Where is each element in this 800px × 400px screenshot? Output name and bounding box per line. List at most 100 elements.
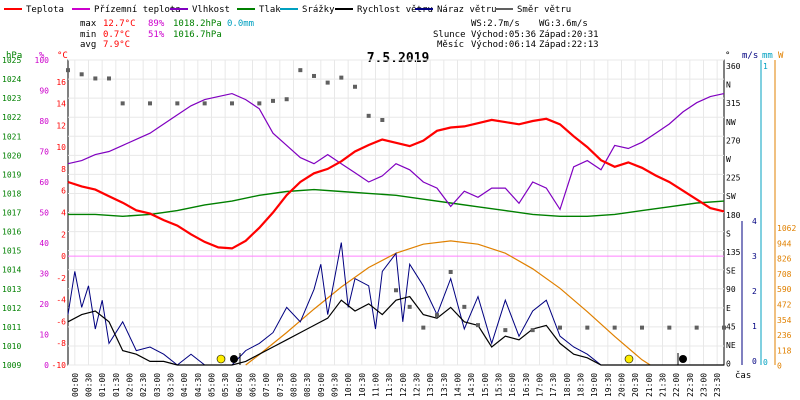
- x-tick: 00:00: [71, 373, 80, 397]
- unit-mm: mm: [762, 51, 773, 61]
- mm-tick: 0: [763, 358, 768, 367]
- ms-tick: 1: [752, 322, 757, 331]
- x-tick: 03:30: [167, 373, 176, 397]
- hpa-tick: 1021: [2, 132, 21, 141]
- stats-max-pres: 1018.2hPa: [173, 19, 222, 29]
- wind-dir-point: [558, 325, 562, 330]
- wind-dir-point: [462, 304, 467, 309]
- x-tick: 09:30: [331, 373, 340, 397]
- x-tick: 06:00: [235, 373, 244, 397]
- temp-tick: 0: [61, 252, 66, 261]
- temp-tick: 10: [56, 143, 66, 152]
- hpa-tick: 1024: [2, 75, 21, 84]
- x-tick: 17:00: [536, 373, 545, 397]
- info-moonrise: Východ:06:14: [471, 40, 536, 50]
- axes: 1025102410231022102110201019101810171016…: [2, 56, 796, 397]
- x-tick: 23:00: [700, 373, 709, 397]
- wind-dir-point: [530, 328, 535, 333]
- stats-max-rain: 0.0mm: [227, 19, 254, 29]
- x-tick: 12:30: [413, 373, 422, 397]
- wm2-tick: 826: [777, 255, 792, 264]
- ms-tick: 4: [752, 217, 757, 226]
- wm2-tick: 1062: [777, 224, 796, 233]
- hpa-tick: 1020: [2, 151, 21, 160]
- x-tick: 08:30: [303, 373, 312, 397]
- hpa-tick: 1023: [2, 94, 21, 103]
- x-tick: 07:30: [276, 373, 285, 397]
- ms-tick: 0: [752, 357, 757, 366]
- series-layer: [66, 68, 726, 366]
- stats-min-label: min: [80, 30, 96, 40]
- wm2-tick: 354: [777, 316, 792, 325]
- dir-tick: 180: [726, 211, 741, 220]
- series-line-temperature: [67, 117, 725, 250]
- hpa-tick: 1022: [2, 113, 21, 122]
- wind-dir-point: [298, 68, 303, 73]
- wm2-tick: 236: [777, 331, 792, 340]
- info-moonset: Západ:22:13: [539, 40, 599, 50]
- dir-tick: SW: [726, 192, 736, 201]
- temp-tick: -4: [56, 296, 66, 305]
- x-tick: 04:00: [180, 373, 189, 397]
- info-block: WS:2.7m/s WG:3.6m/s Slunce Východ:05:36 …: [433, 19, 599, 50]
- wind-dir-point: [476, 323, 480, 328]
- x-tick: 03:00: [153, 373, 162, 397]
- wind-dir-point: [667, 325, 672, 330]
- dir-tick: NW: [726, 118, 736, 127]
- dir-tick: N: [726, 81, 731, 90]
- x-tick: 12:00: [399, 373, 408, 397]
- pct-tick: 30: [39, 270, 49, 279]
- wm2-tick: 0: [777, 362, 782, 371]
- x-tick: 14:00: [454, 373, 463, 397]
- legend: Teplota Přízemní teplota Vlhkost Tlak Srážky…: [4, 5, 571, 15]
- wind-dir-point: [175, 101, 180, 106]
- dir-tick: S: [726, 229, 731, 238]
- series-line-wind-gust: [67, 242, 724, 366]
- temp-tick: -8: [56, 339, 66, 348]
- x-tick: 20:30: [631, 373, 640, 397]
- stats-max-label: max: [80, 19, 97, 29]
- x-tick: 01:30: [112, 373, 121, 397]
- dir-tick: SE: [726, 267, 736, 276]
- ms-tick: 3: [752, 252, 757, 261]
- x-tick: 18:30: [577, 373, 586, 397]
- x-tick: 01:00: [98, 373, 107, 397]
- stats-min-hum: 51%: [148, 30, 165, 40]
- wind-dir-point: [366, 113, 371, 118]
- stats-avg-label: avg: [80, 40, 96, 50]
- wm2-tick: 472: [777, 301, 792, 310]
- series-line-solar: [245, 240, 651, 366]
- temp-tick: 14: [56, 100, 66, 109]
- stats-min-temp: 0.7°C: [103, 30, 130, 40]
- wind-dir-point: [202, 101, 207, 106]
- unit-wm2: W: [778, 51, 784, 61]
- x-tick: 18:00: [563, 373, 572, 397]
- hpa-tick: 1009: [2, 361, 21, 370]
- wm2-tick: 944: [777, 239, 792, 248]
- pct-tick: 60: [39, 178, 49, 187]
- wind-dir-point: [93, 76, 98, 81]
- x-tick: 19:00: [590, 373, 599, 397]
- x-tick: 04:30: [194, 373, 203, 397]
- x-tick: 22:30: [686, 373, 695, 397]
- x-tick: 05:00: [208, 373, 217, 397]
- wind-dir-point: [66, 68, 70, 73]
- x-tick: 10:00: [344, 373, 353, 397]
- stats-block: max 12.7°C 89% 1018.2hPa 0.0mm min 0.7°C…: [80, 19, 254, 50]
- legend-label-temperature: Teplota: [26, 5, 64, 15]
- wind-dir-point: [271, 98, 275, 103]
- pct-tick: 80: [39, 117, 49, 126]
- hpa-tick: 1012: [2, 304, 21, 313]
- legend-label-rain: Srážky: [302, 5, 335, 15]
- moonrise-marker-icon: [230, 355, 238, 363]
- wm2-tick: 590: [777, 285, 792, 294]
- sunset-marker-icon: [624, 354, 634, 364]
- wm2-tick: 708: [777, 270, 792, 279]
- dir-tick: W: [726, 155, 731, 164]
- wind-dir-point: [148, 101, 152, 106]
- hpa-tick: 1016: [2, 228, 21, 237]
- dir-tick: 315: [726, 99, 741, 108]
- temp-tick: -6: [56, 317, 66, 326]
- wind-dir-point: [694, 325, 699, 330]
- dir-tick: 0: [726, 360, 731, 369]
